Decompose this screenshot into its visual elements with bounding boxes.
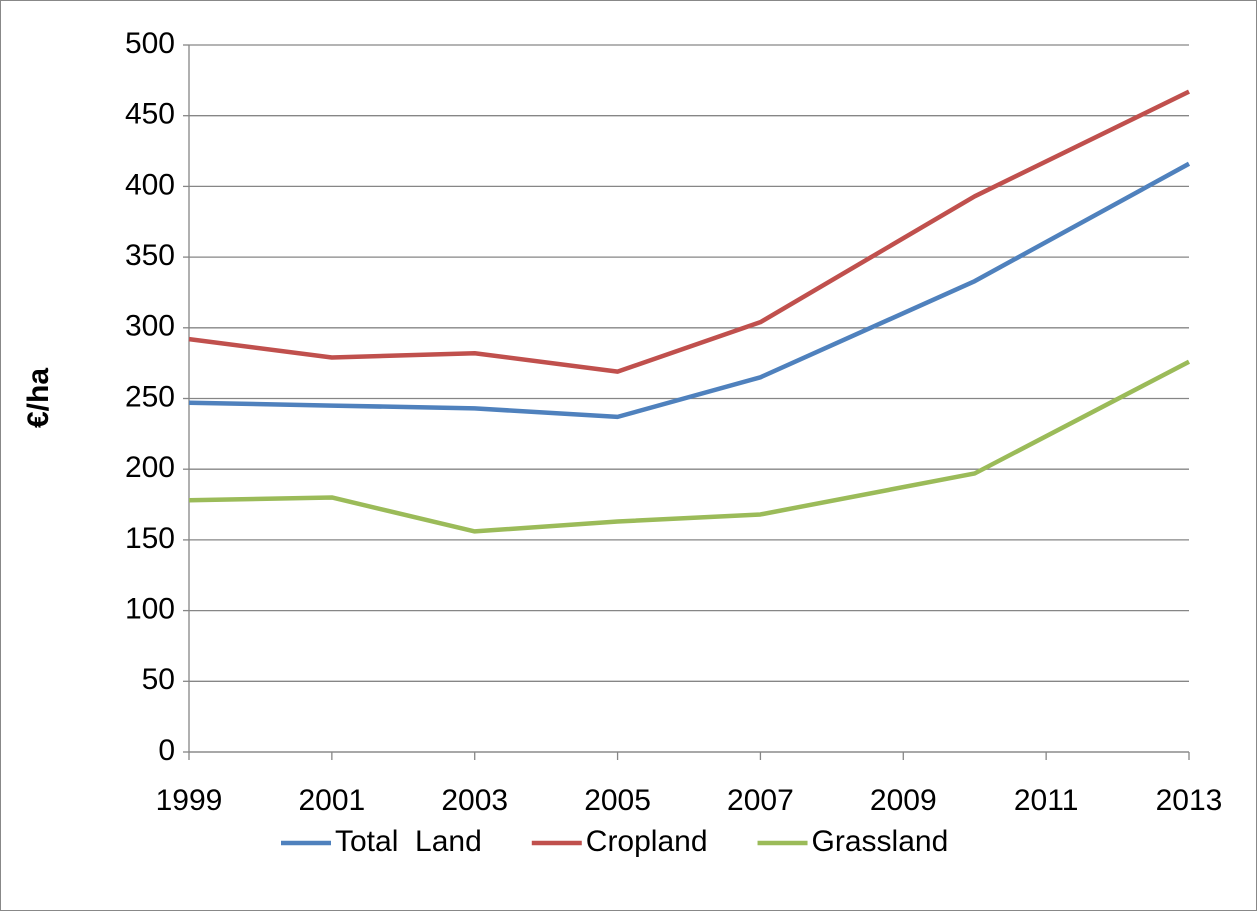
y-tick-label: 500 (125, 27, 175, 60)
x-tick-label: 1999 (156, 784, 223, 817)
series-line (188, 161, 1191, 420)
y-tick-label: 250 (125, 380, 175, 413)
y-tick-label: 400 (125, 168, 175, 201)
y-tick-label: 200 (125, 451, 175, 484)
y-tick-label: 350 (125, 239, 175, 272)
y-tick-label: 150 (125, 522, 175, 555)
series-line (188, 359, 1191, 534)
x-tick-label: 2007 (727, 784, 794, 817)
legend-label: Grassland (812, 825, 949, 858)
x-tick-label: 2011 (1014, 784, 1079, 817)
x-tick-label: 2005 (584, 784, 651, 817)
x-tick-label: 2003 (441, 784, 508, 817)
y-tick-label: 300 (125, 310, 175, 343)
y-tick-label: 50 (142, 663, 175, 696)
x-tick-label: 2013 (1156, 784, 1223, 817)
legend-label: Cropland (586, 825, 708, 858)
x-tick-label: 2009 (870, 784, 937, 817)
y-axis-label: €/ha (22, 368, 55, 428)
y-tick-label: 450 (125, 98, 175, 131)
y-tick-label: 100 (125, 593, 175, 626)
legend-label: Total Land (335, 825, 482, 858)
y-tick-label: 0 (158, 734, 175, 767)
x-tick-label: 2001 (298, 784, 365, 817)
series-line (188, 89, 1190, 374)
